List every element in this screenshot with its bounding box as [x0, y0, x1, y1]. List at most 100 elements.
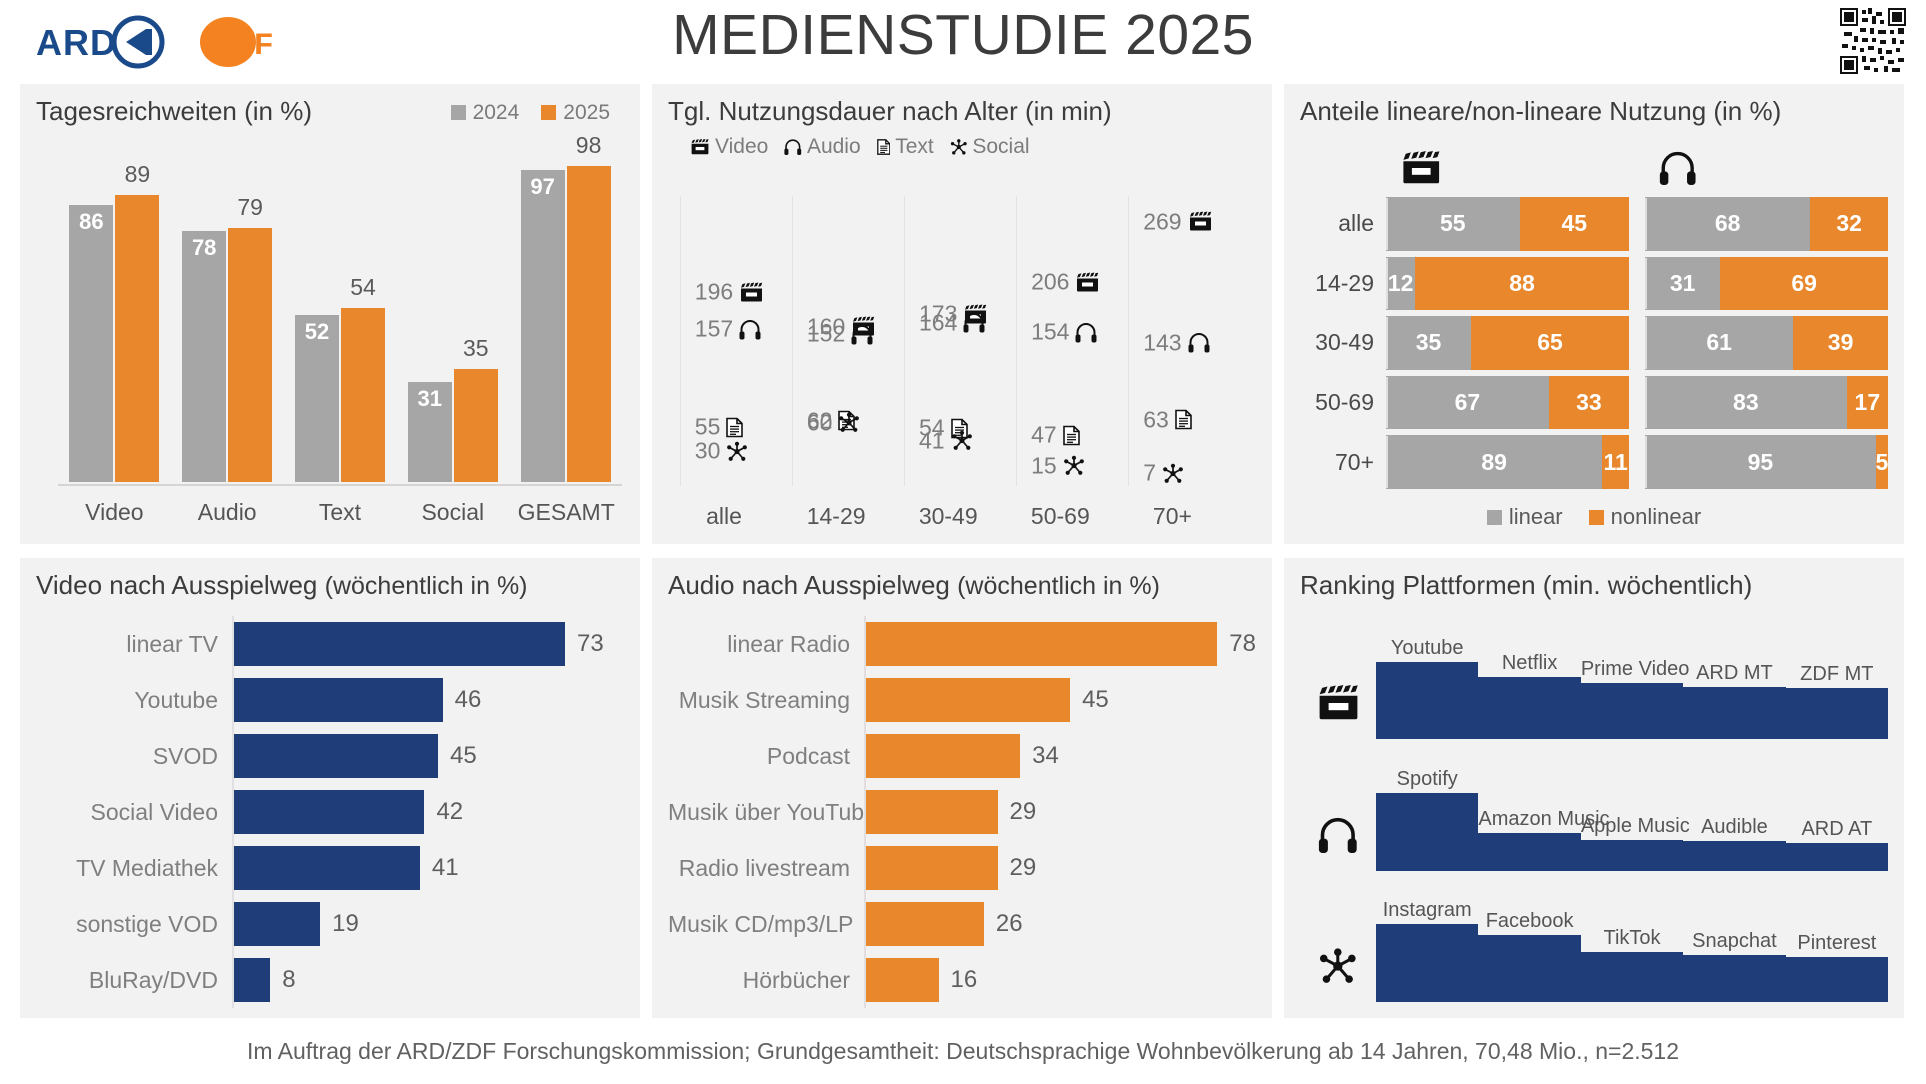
- ranking-label: TikTok: [1603, 927, 1661, 950]
- ranking-bar: [1580, 839, 1684, 871]
- datapoint-50-69-text: 47: [1031, 422, 1080, 449]
- panel-title-anteile: Anteile lineare/non-lineare Nutzung (in …: [1300, 96, 1782, 126]
- bar-value-label: 31: [417, 386, 443, 412]
- ranking-item-zdf-mt: ZDF MT: [1785, 614, 1889, 740]
- segment-linear-14-29: 31: [1645, 256, 1721, 311]
- segment-nonlinear-alle: 45: [1519, 197, 1629, 251]
- legend-swatch-nonlinear: [1588, 509, 1604, 525]
- bar: [866, 734, 1021, 778]
- datapoint-30-49-video: 173: [919, 301, 988, 328]
- bar-label: Musik CD/mp3/LP: [668, 910, 854, 937]
- ranking-item-prime-video: Prime Video: [1580, 614, 1689, 740]
- bar-track: 29: [864, 784, 1256, 840]
- panel-video-ausspielweg: Video nach Ausspielweg (wöchentlich in %…: [20, 558, 640, 1018]
- nutzungsdauer-plot: 196 157 55 30: [668, 196, 1258, 486]
- legend-label-video: Video: [715, 135, 769, 158]
- bar-row-musik-streaming: Musik Streaming 45: [668, 672, 1256, 728]
- datapoint-value: 15: [1031, 452, 1057, 479]
- datapoint-value: 63: [1143, 406, 1169, 433]
- datapoint-14-29-social: 60: [807, 409, 861, 436]
- ranking-label: Pinterest: [1797, 931, 1877, 954]
- bar-gesamt-2025: 98: [566, 132, 611, 482]
- bar-value: 45: [1082, 686, 1109, 713]
- qr-code[interactable]: [1840, 8, 1906, 74]
- segment-linear-50-69: 67: [1386, 375, 1549, 430]
- bar-track: 46: [232, 672, 624, 728]
- legend-item-2025: 2025: [541, 101, 610, 125]
- ranking-label: Instagram: [1382, 899, 1472, 922]
- bar-label: Hörbücher: [742, 966, 850, 993]
- headphones-icon: [963, 313, 985, 333]
- datapoint-50-69-audio: 154: [1031, 319, 1097, 346]
- document-icon: [726, 417, 744, 438]
- stacked-row-video-14-29: 12 88: [1386, 254, 1629, 314]
- ranking-label: Netflix: [1501, 652, 1558, 675]
- headphones-icon: [784, 139, 802, 155]
- bar-group-gesamt: 97 98: [518, 132, 614, 482]
- ranking-row-0: Youtube Netflix Prime Video ARD MT ZDF MT: [1300, 614, 1889, 745]
- bar-value-label: 98: [575, 132, 602, 159]
- bar-value: 42: [436, 798, 464, 825]
- ranking-item-youtube: Youtube: [1376, 614, 1479, 740]
- bar-audio-2025: 79: [228, 194, 273, 482]
- ranking-item-ard-mt: ARD MT: [1683, 614, 1786, 740]
- bar-text-2024: 52: [294, 314, 339, 482]
- x-label-50-69: 50-69: [1030, 503, 1090, 529]
- broadcaster-logos: ARD 2DF 2DF 2DF: [0, 15, 314, 69]
- social-network-icon: [951, 431, 972, 451]
- social-network-icon: [1063, 455, 1084, 476]
- bar-track: 26: [864, 896, 1256, 952]
- datapoint-30-49-social: 41: [919, 427, 973, 454]
- ranking-label: Spotify: [1396, 767, 1458, 790]
- stacked-row-audio-70+: 95 5: [1645, 432, 1888, 492]
- bar-label: Musik Streaming: [678, 686, 850, 713]
- panel-nutzungsdauer: Tgl. Nutzungsdauer nach Alter (in min) V…: [652, 84, 1272, 544]
- bar-group-text: 52 54: [292, 160, 388, 482]
- bar-row-h-rb-cher: Hörbücher 16: [668, 952, 1256, 1008]
- ranking-bar: [1478, 677, 1581, 740]
- bar-value-label: 52: [304, 318, 330, 344]
- bar-track: 29: [864, 840, 1256, 896]
- headphones-icon: [851, 324, 873, 345]
- ranking-bar: [1785, 688, 1889, 740]
- bar-label: sonstige VOD: [76, 910, 218, 937]
- ranking-label: ZDF MT: [1800, 663, 1874, 686]
- x-label-gesamt: GESAMT: [517, 499, 615, 525]
- segment-nonlinear-14-29: 69: [1720, 256, 1888, 311]
- bar-value: 26: [995, 910, 1023, 937]
- bar: [866, 958, 939, 1002]
- datapoint-70+-video: 269: [1143, 208, 1212, 235]
- stacked-row-video-70+: 89 11: [1386, 432, 1629, 492]
- bar-track: 19: [232, 896, 624, 952]
- stacked-row-audio-alle: 68 32: [1645, 194, 1888, 254]
- panel-audio-ausspielweg: Audio nach Ausspielweg (wöchentlich in %…: [652, 558, 1272, 1018]
- row-label-70+: 70+: [1334, 448, 1374, 475]
- bar-value: 19: [332, 910, 359, 937]
- datapoint-value: 152: [806, 320, 846, 347]
- bar-gesamt-2024: 97: [520, 169, 565, 482]
- segment-linear-14-29: 12: [1386, 256, 1416, 311]
- ranking-bar: [1376, 661, 1479, 740]
- bar-value-label: 86: [79, 209, 104, 235]
- ranking-bar: [1478, 833, 1581, 871]
- stacked-row-audio-14-29: 31 69: [1645, 254, 1888, 314]
- row-label-50-69: 50-69: [1315, 389, 1374, 416]
- datapoint-value: 30: [694, 437, 721, 464]
- bar: [866, 846, 998, 890]
- tagesreichweiten-plot: 86 89 78 79 52 54 31 35 97 98: [58, 132, 622, 482]
- age-row-labels: alle 14-29 30-49 50-69 70+: [1300, 142, 1386, 492]
- bar-value-label: 54: [350, 274, 376, 301]
- clapperboard-icon: [691, 139, 709, 155]
- bar-group-social: 31 35: [405, 160, 501, 482]
- bar-track: 41: [232, 840, 624, 896]
- bar: [866, 622, 1218, 666]
- datapoint-value: 41: [919, 427, 945, 454]
- headphones-icon: [1075, 322, 1097, 343]
- bar-label: linear Radio: [727, 630, 850, 657]
- panel-title-video-ausspielweg: Video nach Ausspielweg (wöchentlich in %…: [36, 570, 624, 601]
- legend-label-2025: 2025: [563, 100, 610, 124]
- legend-linear-nonlinear: linear nonlinear: [1284, 504, 1904, 530]
- bar-label: Radio livestream: [678, 854, 850, 881]
- x-label-70+: 70+: [1152, 503, 1192, 529]
- headphones-icon: [1300, 817, 1376, 871]
